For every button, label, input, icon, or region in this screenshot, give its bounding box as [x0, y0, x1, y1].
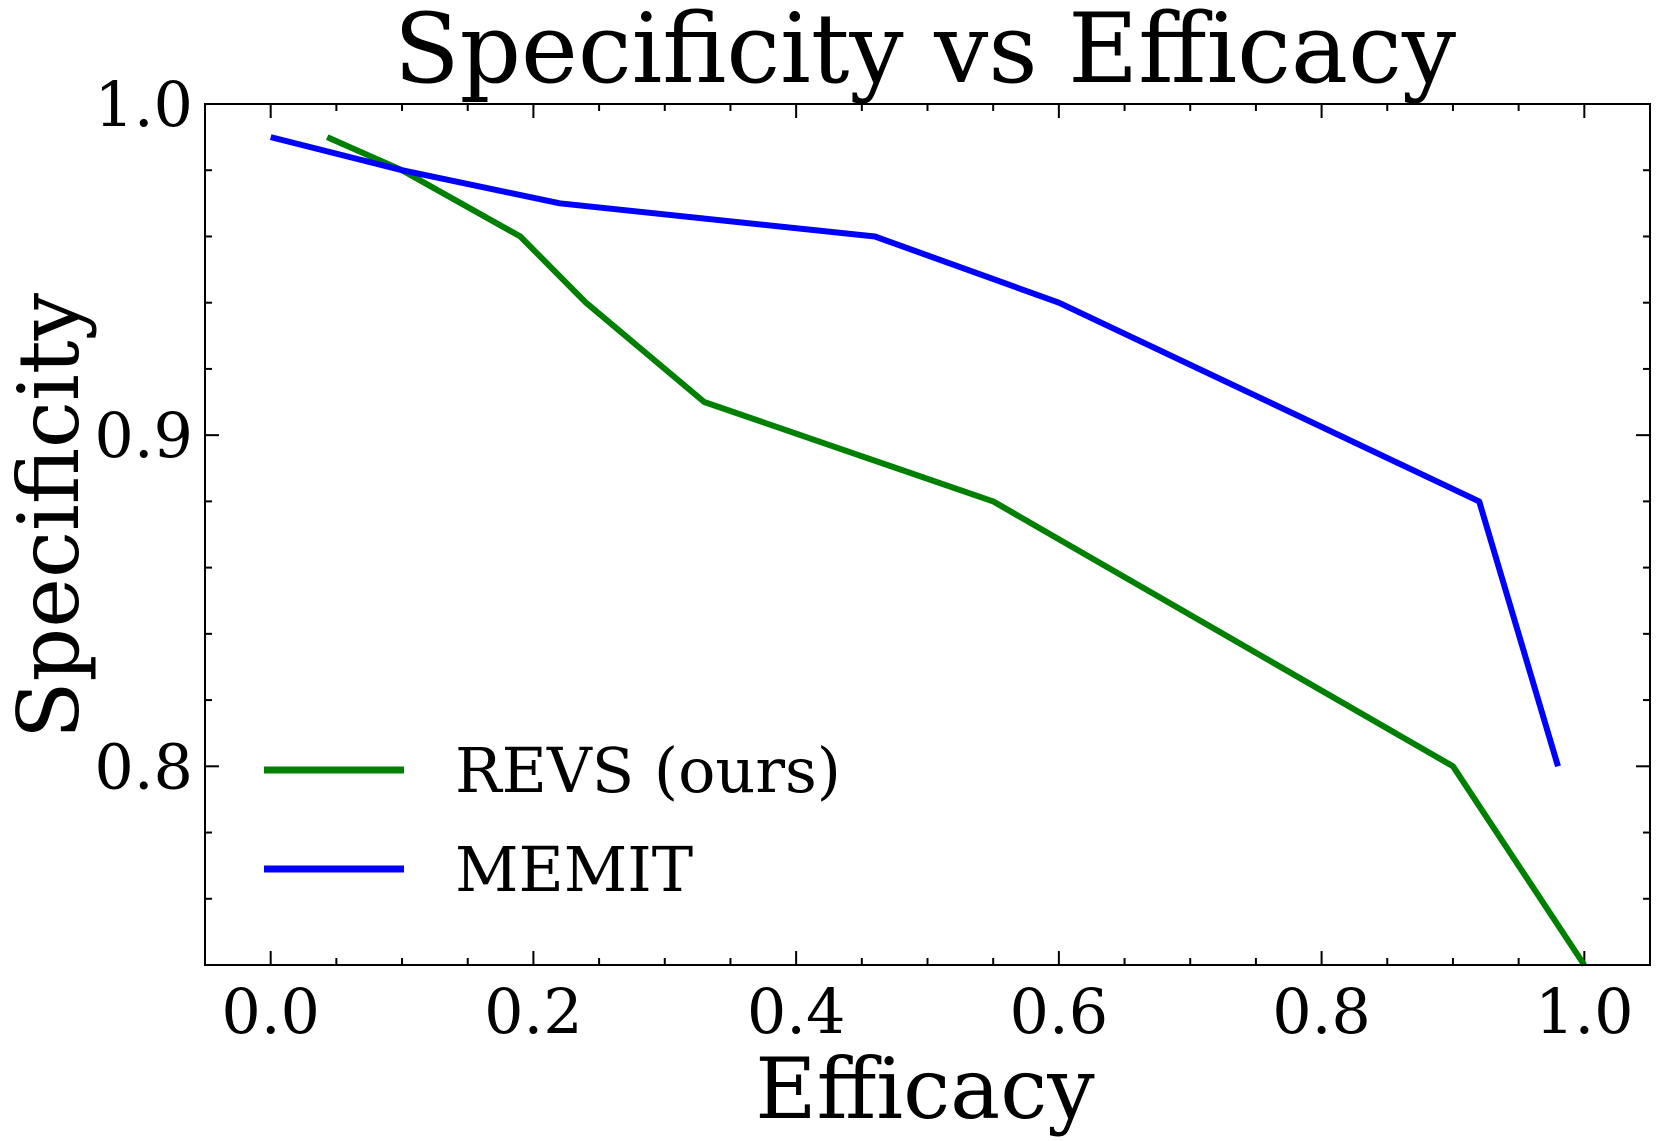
- ticks-layer: 0.0 0.2 0.4 0.6 0.8 1.0 0.8 0.9 1.0: [94, 68, 1651, 1048]
- series-line-memit: [269, 134, 1561, 768]
- legend-label-revs-ours: REVS (ours): [455, 734, 841, 807]
- x-tick-label: 0.6: [1010, 975, 1109, 1048]
- y-tick-label: 0.9: [94, 399, 193, 472]
- plot-frame: [204, 103, 1651, 966]
- x-tick-label: 0.8: [1272, 975, 1371, 1048]
- legend: REVS (ours) MEMIT: [264, 734, 841, 906]
- x-axis-label: Efficacy: [755, 1040, 1095, 1138]
- x-tick-label: 0.0: [221, 975, 320, 1048]
- x-tick-label: 1.0: [1535, 975, 1634, 1048]
- series-layer: [269, 134, 1587, 967]
- y-tick-label: 1.0: [94, 68, 193, 141]
- x-tick-label: 0.2: [484, 975, 583, 1048]
- legend-label-memit: MEMIT: [455, 833, 693, 906]
- y-axis-label: Specificity: [0, 292, 98, 739]
- chart-title: Specificity vs Efficacy: [394, 0, 1456, 105]
- x-tick-label: 0.4: [747, 975, 846, 1048]
- series-line-revs-ours: [325, 134, 1587, 967]
- y-tick-label: 0.8: [94, 730, 193, 803]
